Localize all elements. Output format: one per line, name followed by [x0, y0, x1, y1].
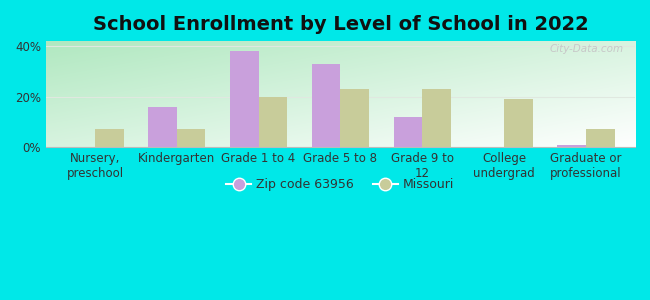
- Bar: [504, 99, 533, 147]
- Bar: [177, 130, 205, 147]
- Bar: [341, 89, 369, 147]
- Bar: [394, 117, 422, 147]
- Title: School Enrollment by Level of School in 2022: School Enrollment by Level of School in …: [92, 15, 588, 34]
- Bar: [148, 107, 177, 147]
- Bar: [230, 51, 259, 147]
- Text: City-Data.com: City-Data.com: [549, 44, 623, 54]
- Bar: [259, 97, 287, 147]
- Bar: [557, 145, 586, 147]
- Bar: [422, 89, 451, 147]
- Bar: [586, 130, 614, 147]
- Bar: [95, 130, 124, 147]
- Legend: Zip code 63956, Missouri: Zip code 63956, Missouri: [222, 173, 460, 196]
- Bar: [312, 64, 341, 147]
